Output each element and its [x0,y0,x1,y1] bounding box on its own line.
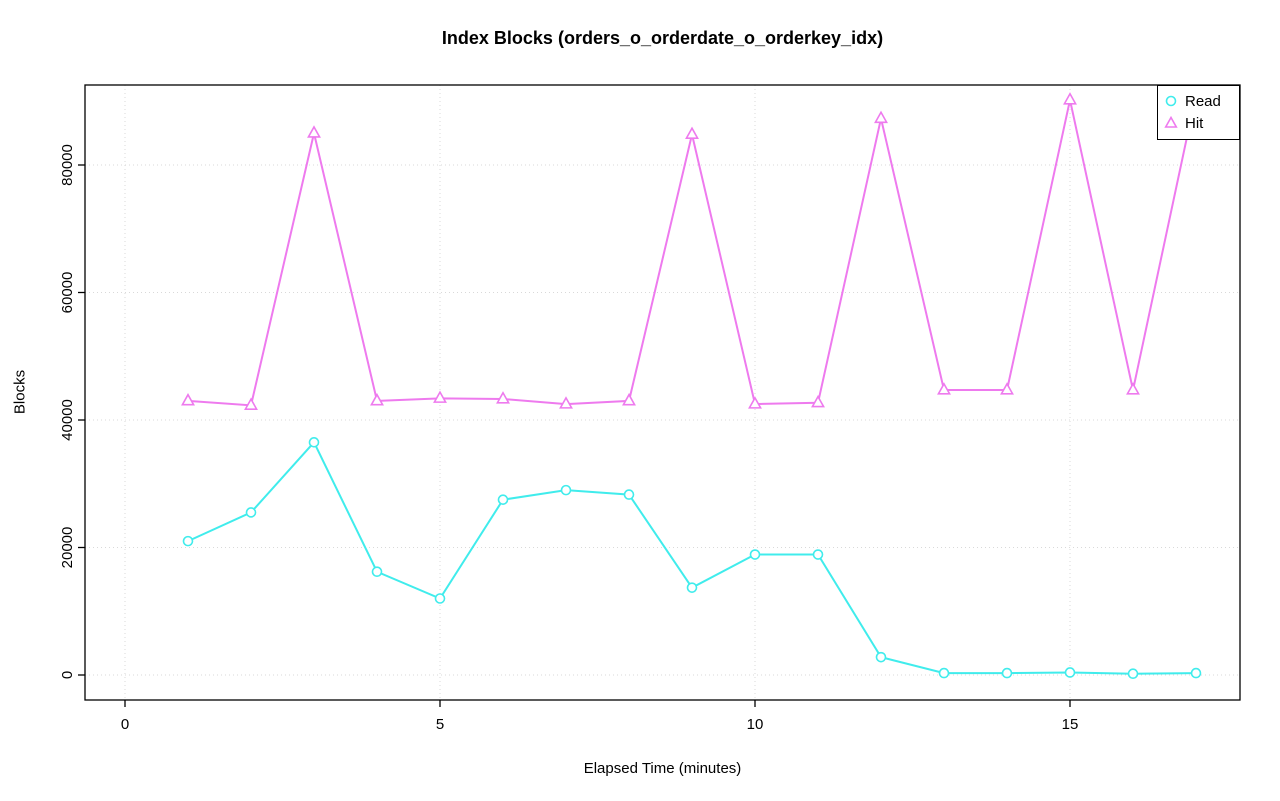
marker-circle-read [371,566,383,578]
marker-triangle-hit [496,391,510,404]
marker-triangle-hit [433,390,447,403]
marker-circle-read [1190,667,1202,679]
marker-triangle-hit [370,393,384,406]
marker-triangle-hit [937,382,951,395]
legend: Read Hit [1157,85,1240,140]
marker-triangle-hit [1063,92,1077,105]
plot-border [84,84,1241,701]
marker-circle-read [623,489,635,500]
read-marker-icon [1165,95,1177,107]
legend-item-hit: Hit [1164,112,1233,134]
marker-circle-read [1064,667,1076,678]
marker-circle-read [938,667,950,679]
hit-marker-icon [1164,116,1178,128]
y-axis-label: Blocks [11,369,29,415]
marker-circle-read [749,549,761,560]
marker-triangle-hit [559,396,573,409]
marker-circle-read [434,593,446,604]
legend-label-read: Read [1185,92,1221,110]
y-tick-label: 20000 [59,527,76,569]
marker-circle-read [245,507,257,518]
marker-triangle-hit [874,110,888,124]
x-tick-label: 15 [1062,716,1079,733]
legend-label-hit: Hit [1185,114,1204,132]
y-tick-label: 60000 [59,272,76,314]
y-tick-label: 40000 [59,399,76,441]
marker-circle-read [1127,668,1139,680]
marker-circle-read [182,535,194,547]
y-tick-label: 0 [59,671,76,679]
marker-circle-read [1001,667,1013,679]
legend-item-read: Read [1164,90,1233,112]
y-tick-label: 80000 [59,144,76,186]
x-tick-label: 0 [121,716,129,733]
x-tick-label: 5 [436,716,444,733]
marker-triangle-hit [181,393,195,406]
series-line-read [187,440,1197,675]
marker-triangle-hit [622,393,636,406]
marker-circle-read [686,582,698,593]
marker-circle-read [875,651,887,663]
marker-circle-read [308,437,320,448]
marker-circle-read [497,494,509,505]
marker-triangle-hit [811,394,825,408]
marker-triangle-hit [1000,382,1014,395]
marker-triangle-hit [307,125,321,138]
x-axis-label: Elapsed Time (minutes) [583,760,742,777]
marker-triangle-hit [244,397,258,410]
series-line-hit [187,94,1197,407]
marker-circle-read [812,549,824,560]
marker-triangle-hit [748,396,762,409]
chart-title: Index Blocks (orders_o_orderdate_o_order… [441,28,884,48]
marker-triangle-hit [1126,382,1140,395]
marker-triangle-hit [685,126,699,139]
marker-circle-read [560,484,572,496]
x-tick-label: 10 [747,716,764,733]
